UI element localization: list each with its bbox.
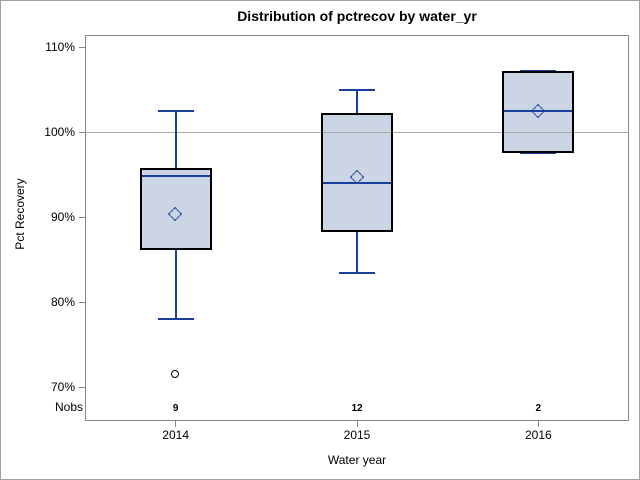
upper-whisker-line [174, 111, 177, 169]
x-tick-mark [537, 421, 539, 427]
box-fill [139, 168, 212, 250]
x-tick-label: 2015 [343, 428, 371, 442]
lower-whisker-cap [520, 151, 557, 154]
lower-whisker-line [174, 249, 177, 320]
lower-whisker-cap [339, 271, 375, 274]
nobs-value: 2 [535, 403, 542, 414]
y-tick-label: 70% [50, 379, 75, 394]
chart-title: Distribution of pctrecov by water_yr [237, 8, 477, 24]
upper-whisker-line [356, 90, 358, 114]
y-tick-mark [79, 216, 85, 218]
y-tick-mark [79, 47, 85, 49]
median-line [323, 182, 391, 185]
median-line [504, 110, 573, 113]
median-line [141, 174, 210, 177]
y-tick-mark [79, 301, 85, 303]
nobs-row-label: Nobs [54, 400, 83, 414]
upper-whisker-cap [157, 110, 194, 113]
y-tick-label: 110% [45, 40, 75, 55]
y-tick-mark [79, 132, 85, 134]
y-tick-mark [79, 386, 85, 388]
x-axis-title: Water year [327, 453, 387, 467]
nobs-value: 9 [172, 403, 179, 414]
lower-whisker-line [356, 231, 358, 273]
box-border [321, 113, 393, 232]
box-border [139, 168, 212, 250]
outlier-circle-marker [171, 369, 180, 378]
x-tick-label: 2014 [162, 428, 189, 442]
upper-whisker-cap [339, 89, 375, 92]
lower-whisker-cap [157, 318, 194, 321]
x-tick-label: 2016 [524, 428, 552, 442]
box-border [502, 71, 575, 153]
nobs-value: 12 [351, 403, 363, 414]
y-tick-label: 100% [44, 125, 75, 140]
x-tick-mark [356, 421, 358, 427]
y-tick-label: 90% [50, 209, 75, 224]
reference-line-100pct [85, 132, 629, 134]
y-axis-title: Pct Recovery [13, 178, 27, 250]
y-tick-label: 80% [50, 294, 75, 309]
x-tick-mark [175, 421, 177, 427]
